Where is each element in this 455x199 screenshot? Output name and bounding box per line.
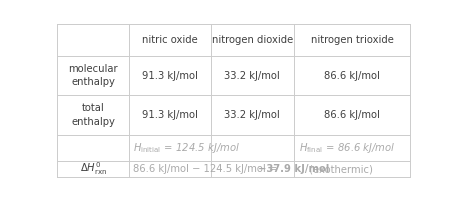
Text: nitric oxide: nitric oxide [142,35,197,45]
Text: $\Delta H^0_{\rm rxn}$: $\Delta H^0_{\rm rxn}$ [80,161,106,178]
Text: (exothermic): (exothermic) [305,164,372,174]
Text: nitrogen dioxide: nitrogen dioxide [211,35,292,45]
Text: 86.6 kJ/mol: 86.6 kJ/mol [324,110,379,120]
Text: −37.9 kJ/mol: −37.9 kJ/mol [258,164,329,174]
Text: molecular
enthalpy: molecular enthalpy [68,64,118,87]
Text: 33.2 kJ/mol: 33.2 kJ/mol [224,71,279,81]
Text: total
enthalpy: total enthalpy [71,103,115,127]
Text: 91.3 kJ/mol: 91.3 kJ/mol [142,110,197,120]
Text: 86.6 kJ/mol: 86.6 kJ/mol [324,71,379,81]
Text: $H_{\rm initial}$$\,=\,$124.5 kJ/mol: $H_{\rm initial}$$\,=\,$124.5 kJ/mol [133,141,239,155]
Text: $H_{\rm final}$$\,=\,$86.6 kJ/mol: $H_{\rm final}$$\,=\,$86.6 kJ/mol [298,141,395,155]
Text: nitrogen trioxide: nitrogen trioxide [310,35,393,45]
Text: 86.6 kJ/mol − 124.5 kJ/mol =: 86.6 kJ/mol − 124.5 kJ/mol = [133,164,280,174]
Text: 91.3 kJ/mol: 91.3 kJ/mol [142,71,197,81]
Text: 33.2 kJ/mol: 33.2 kJ/mol [224,110,279,120]
